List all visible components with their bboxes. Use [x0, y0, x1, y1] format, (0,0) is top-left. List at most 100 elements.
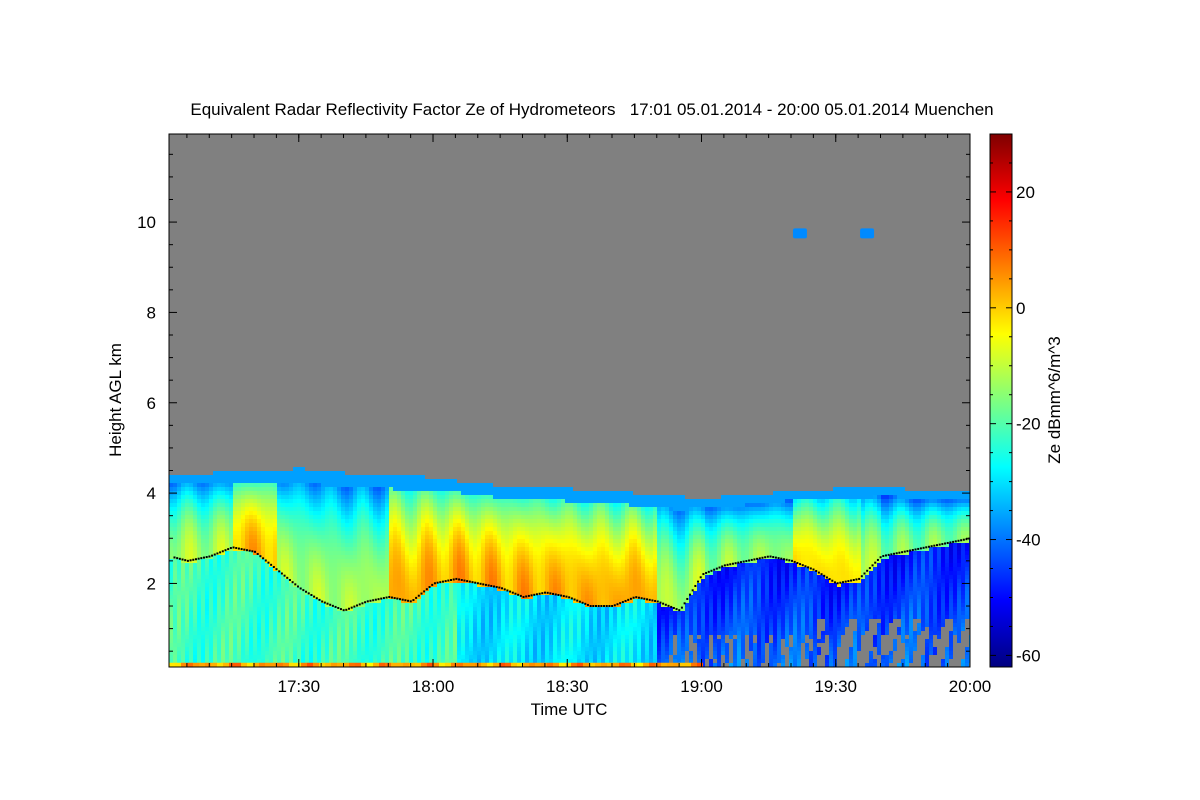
reflectivity-cell — [565, 551, 569, 555]
reflectivity-cell — [577, 639, 581, 643]
reflectivity-cell — [457, 535, 461, 539]
reflectivity-cell — [369, 627, 373, 631]
reflectivity-cell — [553, 547, 557, 551]
reflectivity-cell — [281, 475, 285, 479]
reflectivity-cell — [237, 527, 241, 531]
reflectivity-cell — [397, 523, 401, 527]
reflectivity-cell — [421, 511, 425, 515]
reflectivity-cell — [321, 659, 325, 663]
reflectivity-cell — [513, 639, 517, 643]
reflectivity-cell — [353, 591, 357, 595]
reflectivity-cell — [169, 651, 173, 655]
reflectivity-cell — [317, 635, 321, 639]
reflectivity-cell — [369, 543, 373, 547]
reflectivity-cell — [385, 643, 389, 647]
reflectivity-cell — [569, 595, 573, 599]
reflectivity-cell — [269, 631, 273, 635]
reflectivity-cell — [561, 575, 565, 579]
reflectivity-cell — [261, 515, 265, 519]
reflectivity-cell — [413, 507, 417, 511]
reflectivity-cell — [289, 579, 293, 583]
reflectivity-cell — [505, 579, 509, 583]
reflectivity-cell — [217, 479, 221, 483]
reflectivity-cell — [413, 655, 417, 659]
reflectivity-cell — [441, 543, 445, 547]
reflectivity-cell — [169, 567, 173, 571]
reflectivity-cell — [453, 487, 457, 491]
reflectivity-cell — [173, 635, 177, 639]
reflectivity-cell — [425, 627, 429, 631]
reflectivity-cell — [509, 579, 513, 583]
reflectivity-cell — [521, 559, 525, 563]
reflectivity-cell — [181, 475, 185, 479]
reflectivity-cell — [373, 491, 377, 495]
reflectivity-cell — [477, 583, 481, 587]
reflectivity-cell — [225, 587, 229, 591]
reflectivity-cell — [421, 603, 425, 607]
reflectivity-cell — [381, 631, 385, 635]
reflectivity-cell — [269, 527, 273, 531]
reflectivity-cell — [417, 547, 421, 551]
reflectivity-cell — [477, 659, 481, 663]
reflectivity-cell — [441, 623, 445, 627]
reflectivity-cell — [417, 615, 421, 619]
reflectivity-cell — [453, 499, 457, 503]
reflectivity-cell — [261, 635, 265, 639]
reflectivity-cell — [289, 587, 293, 591]
reflectivity-cell — [361, 567, 365, 571]
reflectivity-cell — [401, 519, 405, 523]
reflectivity-cell — [197, 503, 201, 507]
reflectivity-cell — [549, 563, 553, 567]
reflectivity-cell — [209, 651, 213, 655]
reflectivity-cell — [425, 527, 429, 531]
reflectivity-cell — [261, 587, 265, 591]
reflectivity-cell — [565, 655, 569, 659]
reflectivity-cell — [589, 619, 593, 623]
reflectivity-cell — [417, 599, 421, 603]
reflectivity-cell — [265, 483, 269, 487]
reflectivity-cell — [341, 527, 345, 531]
reflectivity-cell — [333, 619, 337, 623]
reflectivity-cell — [337, 487, 341, 491]
reflectivity-cell — [509, 635, 513, 639]
reflectivity-cell — [401, 543, 405, 547]
reflectivity-cell — [489, 527, 493, 531]
reflectivity-cell — [549, 619, 553, 623]
reflectivity-cell — [457, 639, 461, 643]
reflectivity-cell — [205, 507, 209, 511]
reflectivity-cell — [181, 583, 185, 587]
reflectivity-cell — [561, 559, 565, 563]
reflectivity-cell — [541, 535, 545, 539]
reflectivity-cell — [369, 483, 373, 487]
reflectivity-cell — [293, 547, 297, 551]
reflectivity-cell — [405, 619, 409, 623]
reflectivity-cell — [313, 547, 317, 551]
reflectivity-cell — [477, 631, 481, 635]
reflectivity-cell — [569, 503, 573, 507]
reflectivity-cell — [325, 567, 329, 571]
reflectivity-cell — [533, 587, 537, 591]
reflectivity-cell — [365, 527, 369, 531]
reflectivity-cell — [385, 527, 389, 531]
reflectivity-cell — [285, 519, 289, 523]
reflectivity-cell — [405, 603, 409, 607]
reflectivity-cell — [553, 531, 557, 535]
reflectivity-cell — [213, 635, 217, 639]
reflectivity-cell — [297, 547, 301, 551]
reflectivity-cell — [241, 599, 245, 603]
reflectivity-cell — [265, 651, 269, 655]
reflectivity-cell — [485, 627, 489, 631]
reflectivity-cell — [513, 583, 517, 587]
reflectivity-cell — [509, 487, 513, 491]
reflectivity-cell — [293, 511, 297, 515]
reflectivity-cell — [545, 595, 549, 599]
reflectivity-cell — [173, 659, 177, 663]
reflectivity-cell — [345, 531, 349, 535]
reflectivity-cell — [177, 519, 181, 523]
reflectivity-cell — [265, 643, 269, 647]
reflectivity-cell — [457, 527, 461, 531]
reflectivity-cell — [245, 563, 249, 567]
reflectivity-cell — [357, 591, 361, 595]
reflectivity-cell — [561, 495, 565, 499]
reflectivity-cell — [497, 619, 501, 623]
